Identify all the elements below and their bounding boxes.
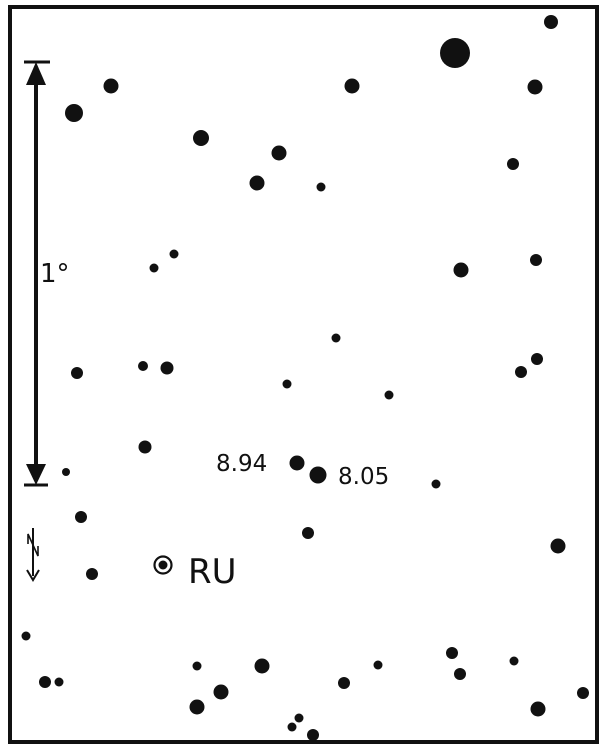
- star: [39, 676, 51, 688]
- star: [192, 661, 202, 671]
- star: [138, 440, 152, 454]
- star: [530, 701, 546, 717]
- star: [531, 353, 543, 365]
- star: [294, 713, 304, 723]
- star: [149, 263, 159, 273]
- star: [331, 333, 341, 343]
- star: [62, 468, 70, 476]
- star: [86, 568, 98, 580]
- star: [527, 79, 543, 95]
- variable-star-marker-icon: [153, 555, 173, 575]
- star: [21, 631, 31, 641]
- star: [373, 660, 383, 670]
- star: [577, 687, 589, 699]
- star: [249, 175, 265, 191]
- comparison-label-805: 8.05: [338, 464, 389, 490]
- star: [316, 182, 326, 192]
- star: [431, 479, 441, 489]
- star: [254, 658, 270, 674]
- star: [138, 361, 148, 371]
- star: [160, 361, 174, 375]
- star: [530, 254, 542, 266]
- comparison-star-894: [289, 455, 305, 471]
- star: [453, 262, 469, 278]
- star: [193, 130, 209, 146]
- star: [507, 158, 519, 170]
- star: [446, 647, 458, 659]
- star: [544, 15, 558, 29]
- star: [454, 668, 466, 680]
- star: [509, 656, 519, 666]
- stars: [21, 15, 589, 741]
- star: [65, 104, 83, 122]
- chart-frame: [8, 5, 599, 744]
- star: [344, 78, 360, 94]
- star: [169, 249, 179, 259]
- north-arrow-icon: [26, 528, 40, 582]
- star: [440, 38, 470, 68]
- star: [189, 699, 205, 715]
- variable-star-label: RU: [188, 552, 237, 592]
- star: [307, 729, 319, 741]
- scale-bar: [24, 60, 50, 487]
- comparison-star-805: [309, 466, 327, 484]
- star: [103, 78, 119, 94]
- star: [550, 538, 566, 554]
- star: [338, 677, 350, 689]
- comparison-label-894: 8.94: [216, 451, 267, 477]
- star: [302, 527, 314, 539]
- star: [282, 379, 292, 389]
- star: [213, 684, 229, 700]
- star: [287, 722, 297, 732]
- star: [75, 511, 87, 523]
- star: [71, 367, 83, 379]
- scale-label: 1°: [40, 259, 70, 289]
- star: [384, 390, 394, 400]
- star: [515, 366, 527, 378]
- star: [271, 145, 287, 161]
- star: [54, 677, 64, 687]
